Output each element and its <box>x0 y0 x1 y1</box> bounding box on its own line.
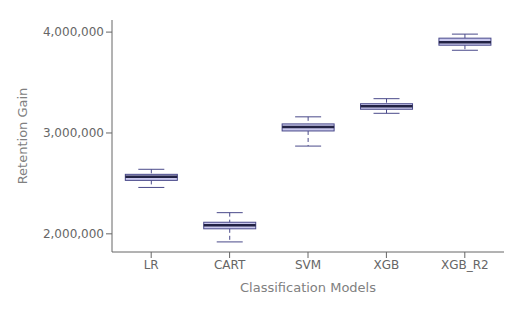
svg-text:3,000,000: 3,000,000 <box>43 126 104 140</box>
svg-text:CART: CART <box>214 258 246 272</box>
svg-text:2,000,000: 2,000,000 <box>43 227 104 241</box>
svg-text:4,000,000: 4,000,000 <box>43 25 104 39</box>
svg-text:LR: LR <box>144 258 159 272</box>
svg-text:XGB: XGB <box>374 258 400 272</box>
svg-text:Retention Gain: Retention Gain <box>15 88 30 185</box>
svg-text:Classification Models: Classification Models <box>240 280 376 295</box>
svg-text:SVM: SVM <box>295 258 321 272</box>
svg-text:XGB_R2: XGB_R2 <box>441 258 489 272</box>
